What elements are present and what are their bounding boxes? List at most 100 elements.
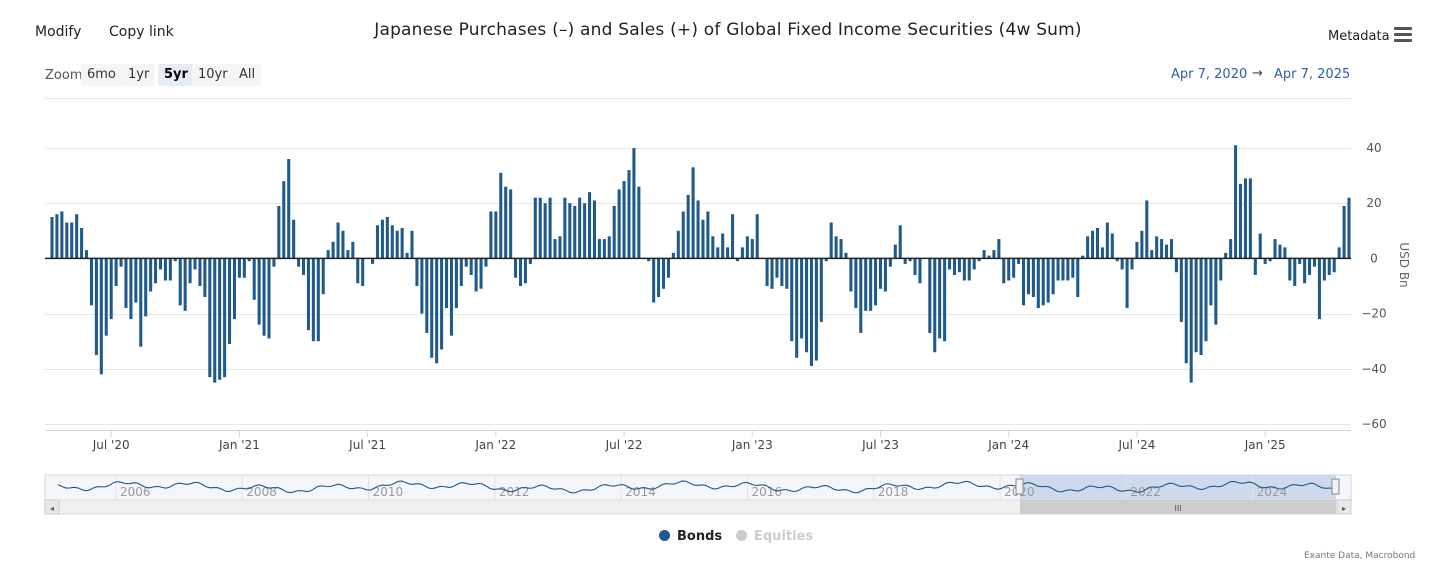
bar[interactable]: [1224, 252, 1228, 259]
bar[interactable]: [1115, 258, 1119, 262]
bar[interactable]: [518, 258, 523, 286]
bar[interactable]: [99, 258, 103, 375]
bar[interactable]: [449, 258, 453, 336]
bar[interactable]: [671, 252, 675, 259]
bar[interactable]: [50, 217, 54, 259]
bar[interactable]: [499, 172, 503, 259]
bar[interactable]: [410, 230, 414, 259]
bar[interactable]: [1155, 236, 1159, 259]
metadata-button[interactable]: Metadata: [1328, 29, 1390, 44]
bar[interactable]: [819, 258, 823, 322]
bar[interactable]: [183, 258, 187, 311]
bar[interactable]: [459, 258, 463, 286]
bar[interactable]: [218, 258, 222, 380]
bar[interactable]: [657, 258, 661, 298]
bar[interactable]: [474, 258, 478, 292]
bar[interactable]: [60, 211, 64, 259]
bar[interactable]: [336, 222, 340, 259]
legend-item-equities[interactable]: Equities: [736, 529, 813, 544]
bar[interactable]: [1253, 258, 1257, 275]
navigator[interactable]: 2006200820102012201420162018202020222024: [44, 474, 1352, 501]
bar[interactable]: [1145, 200, 1149, 259]
bar[interactable]: [706, 211, 710, 259]
bar[interactable]: [1076, 258, 1080, 298]
bar[interactable]: [829, 222, 833, 259]
bar[interactable]: [405, 252, 409, 259]
bar[interactable]: [691, 167, 695, 259]
bar[interactable]: [869, 258, 873, 311]
bar[interactable]: [129, 258, 133, 320]
bar[interactable]: [740, 247, 744, 259]
range-from-input[interactable]: Apr 7, 2020: [1171, 67, 1248, 82]
bar[interactable]: [311, 258, 315, 342]
bar[interactable]: [632, 148, 636, 259]
bar[interactable]: [1234, 145, 1238, 259]
bar[interactable]: [617, 189, 621, 259]
bar[interactable]: [1268, 258, 1272, 262]
bar[interactable]: [425, 258, 429, 333]
bar[interactable]: [331, 241, 335, 259]
bar[interactable]: [903, 258, 907, 264]
bar[interactable]: [247, 258, 251, 262]
zoom-all-button[interactable]: All: [233, 64, 262, 86]
bar[interactable]: [134, 258, 138, 303]
bar[interactable]: [257, 258, 261, 325]
bar[interactable]: [1238, 183, 1243, 259]
bar[interactable]: [1322, 258, 1326, 281]
bar[interactable]: [839, 239, 843, 259]
bar[interactable]: [967, 258, 971, 281]
bar[interactable]: [548, 197, 552, 259]
bar[interactable]: [523, 258, 527, 284]
bar[interactable]: [1204, 258, 1208, 342]
bar[interactable]: [1095, 228, 1100, 259]
bar[interactable]: [306, 258, 310, 331]
bar[interactable]: [464, 258, 468, 267]
bar[interactable]: [1120, 258, 1124, 270]
bar[interactable]: [282, 181, 286, 259]
bar[interactable]: [893, 244, 897, 259]
scrollbar[interactable]: ◂ III ▸: [44, 499, 1352, 515]
bar[interactable]: [1051, 258, 1055, 295]
bar[interactable]: [943, 258, 947, 342]
bar[interactable]: [1066, 258, 1070, 281]
bar[interactable]: [1293, 258, 1297, 286]
bar[interactable]: [1337, 247, 1341, 259]
bar[interactable]: [701, 219, 705, 259]
bar[interactable]: [1347, 197, 1351, 259]
bar[interactable]: [1258, 233, 1262, 259]
bar[interactable]: [622, 181, 626, 259]
modify-button[interactable]: Modify: [35, 24, 82, 40]
bar[interactable]: [454, 258, 458, 309]
bar[interactable]: [1125, 258, 1129, 309]
zoom-1yr-button[interactable]: 1yr: [122, 64, 156, 86]
bar[interactable]: [1263, 258, 1267, 264]
bar[interactable]: [597, 239, 601, 259]
bar[interactable]: [326, 250, 330, 259]
bar[interactable]: [469, 258, 473, 275]
bar[interactable]: [652, 258, 656, 303]
zoom-6mo-button[interactable]: 6mo: [81, 64, 122, 86]
bar[interactable]: [583, 203, 587, 259]
bar[interactable]: [1061, 258, 1065, 281]
bar[interactable]: [607, 236, 611, 259]
bar[interactable]: [997, 239, 1001, 259]
bar[interactable]: [163, 258, 167, 281]
bar[interactable]: [213, 258, 217, 383]
bar[interactable]: [898, 225, 902, 259]
bar[interactable]: [1041, 258, 1045, 306]
bar[interactable]: [277, 205, 281, 259]
bar[interactable]: [252, 258, 256, 300]
bar[interactable]: [228, 258, 232, 344]
bar[interactable]: [114, 258, 118, 286]
bar[interactable]: [1278, 244, 1282, 259]
bar[interactable]: [637, 186, 641, 259]
bar[interactable]: [188, 258, 192, 284]
bar[interactable]: [237, 258, 241, 278]
bar[interactable]: [716, 247, 720, 259]
legend-item-bonds[interactable]: Bonds: [659, 529, 722, 544]
bar[interactable]: [800, 258, 804, 339]
bar[interactable]: [430, 258, 434, 358]
bar[interactable]: [849, 258, 853, 292]
bar[interactable]: [109, 258, 113, 320]
bar[interactable]: [55, 214, 59, 259]
